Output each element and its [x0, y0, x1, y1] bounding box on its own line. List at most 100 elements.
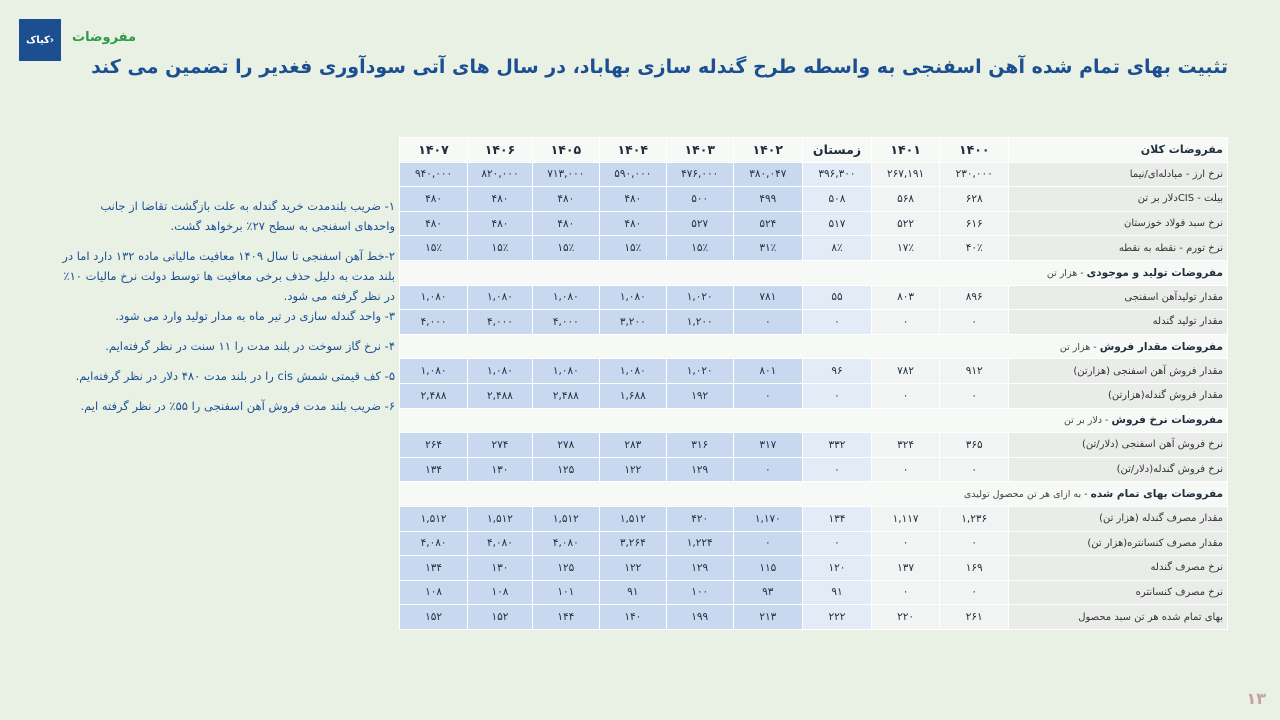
table-cell: ۱۶۹	[939, 555, 1010, 581]
table-cell: ۶۱۶	[939, 210, 1010, 237]
table-row: نرخ فروش گندله(دلار/تن) ۰ ۰ ۰ ۰ ۱۲۹ ۱۲۲ ۱۲۵ ۱۳۰ ۱…	[398, 456, 1228, 483]
table-cell: ۵۱۷	[801, 210, 873, 237]
table-cell: ۴,۰۰۰	[398, 309, 469, 335]
table-cell: ۳۱٪	[732, 235, 803, 261]
table-cell: ۵۲۷	[665, 210, 734, 237]
table-cell: ۱,۲۲۴	[665, 530, 734, 557]
page-title: تثبیت بهای تمام شده آهن اسفنجی به واسطه …	[91, 56, 1228, 78]
table-cell: ۱۵۲	[398, 604, 469, 630]
table-cell: ۵۰۰	[665, 186, 734, 212]
table-cell: ۴۸۰	[398, 210, 469, 237]
table-cell: ۱,۰۸۰	[398, 284, 469, 311]
table-cell: ۰	[801, 456, 873, 483]
section-title-cell: مفروضات بهای تمام شده - به ازای هر تن مح…	[399, 481, 1228, 507]
table-cell: ۴۸۰	[598, 210, 667, 237]
table-cell: ۳,۲۰۰	[598, 309, 667, 335]
table-cell: ۳۳۲	[801, 432, 873, 458]
col-header: ۱۴۰۲	[732, 137, 803, 163]
table-cell: ۲۶۱	[939, 604, 1010, 630]
table-cell: ۰	[939, 382, 1010, 409]
table-cell: ۱۲۲	[598, 456, 667, 483]
section-title-cell: مفروضات مقدار فروش - هزار تن	[399, 333, 1228, 360]
table-row: نرخ سبد فولاد خوزستان ۶۱۶ ۵۲۲ ۵۱۷ ۵۲۴ ۵۲۷ ۴۸۰ ۴…	[398, 210, 1228, 237]
table-cell: ۰	[801, 382, 873, 409]
table-cell: ۴۸۰	[531, 186, 600, 212]
section-label: مفروضات	[72, 30, 137, 45]
table-cell: ۱,۰۸۰	[598, 284, 667, 311]
table-cell: ۴,۰۸۰	[467, 530, 533, 557]
table-cell: ۰	[732, 382, 803, 409]
table-cell: ۲۲۰	[871, 604, 941, 630]
col-header: ۱۴۰۳	[665, 137, 734, 163]
table-cell: ۱۰۱	[531, 579, 600, 606]
table-cell: ۱۵٪	[467, 235, 533, 261]
table-cell: ۱۲۹	[665, 555, 734, 581]
table-cell: ۱۳۷	[871, 555, 941, 581]
table-cell: ۴,۰۰۰	[467, 309, 533, 335]
table-cell: ۴۸۰	[467, 210, 533, 237]
row-label: بیلت - CISدلار بر تن	[1008, 186, 1228, 212]
row-label: نرخ فروش آهن اسفنجی (دلار/تن)	[1008, 432, 1228, 458]
table-cell: ۴,۰۰۰	[531, 309, 600, 335]
table-cell: ۱,۲۰۰	[665, 309, 734, 335]
table-cell: ۰	[871, 579, 941, 606]
table-cell: ۰	[871, 309, 941, 335]
row-label: مقدار فروش آهن اسفنجی (هزارتن)	[1008, 358, 1228, 384]
note-5: ۵- کف قیمتی شمش cis را در بلند مدت ۴۸۰ د…	[75, 369, 395, 383]
table-corner-header: مفروضات کلان	[1008, 137, 1228, 163]
table-cell: ۸۹۶	[939, 284, 1010, 311]
table-cell: ۱۳۰	[467, 456, 533, 483]
table-cell: ۱,۰۲۰	[665, 358, 734, 384]
table-row: نرخ تورم - نقطه به نقطه ۴۰٪ ۱۷٪ ۸٪ ۳۱٪ ۱۵٪ ۱۵٪…	[398, 235, 1228, 261]
table-row: نرخ ارز - مبادله‌ای/نیما ۲۳۰,۰۰۰ ۲۶۷,۱۹۱ ۳۹…	[398, 161, 1228, 188]
table-row: مقدار فروش گندله(هزارتن) ۰ ۰ ۰ ۰ ۱۹۲ ۱,۶۸۸ ۲,۴۸…	[398, 382, 1228, 409]
section-subtitle: - هزار تن	[1059, 341, 1100, 353]
table-cell: ۱,۰۸۰	[531, 358, 600, 384]
table-cell: ۱۲۹	[665, 456, 734, 483]
table-cell: ۲۳۰,۰۰۰	[939, 161, 1010, 188]
table-cell: ۲,۴۸۸	[398, 382, 469, 409]
col-header: ۱۴۰۴	[598, 137, 667, 163]
table-cell: ۲۶۴	[398, 432, 469, 458]
table-cell: ۳۱۷	[732, 432, 803, 458]
note-3: ۳- واحد گندله سازی در تیر ماه به مدار تو…	[115, 309, 395, 323]
table-row: بیلت - CISدلار بر تن ۶۲۸ ۵۶۸ ۵۰۸ ۴۹۹ ۵۰۰ ۴۸۰ ۴۸…	[398, 186, 1228, 212]
table-cell: ۹۴۰,۰۰۰	[398, 161, 469, 188]
table-cell: ۱۰۸	[467, 579, 533, 606]
col-header: ۱۴۰۷	[398, 137, 469, 163]
table-cell: ۵۶۸	[871, 186, 941, 212]
table-cell: ۴۰٪	[939, 235, 1010, 261]
table-cell: ۱۵٪	[398, 235, 469, 261]
table-cell: ۱۲۵	[531, 456, 600, 483]
table-cell: ۱۹۹	[665, 604, 734, 630]
table-cell: ۵۹۰,۰۰۰	[598, 161, 667, 188]
table-cell: ۴۷۶,۰۰۰	[665, 161, 734, 188]
table-cell: ۲۲۲	[801, 604, 873, 630]
table-cell: ۰	[939, 579, 1010, 606]
section-header-row: مفروضات بهای تمام شده - به ازای هر تن مح…	[399, 481, 1228, 507]
table-cell: ۳۸۰,۰۴۷	[732, 161, 803, 188]
table-row: مقدار مصرف گندله (هزار تن) ۱,۲۳۶ ۱,۱۱۷ ۱۳۴ ۱…	[398, 505, 1228, 532]
table-cell: ۹۱	[598, 579, 667, 606]
section-header-row: مفروضات تولید و موجودی - هزار تن	[399, 259, 1228, 286]
table-row: بهای تمام شده هر تن سبد محصول ۲۶۱ ۲۲۰ ۲۲۲ ۲۱…	[398, 604, 1228, 630]
table-cell: ۰	[939, 456, 1010, 483]
table-cell: ۲۶۷,۱۹۱	[871, 161, 941, 188]
row-label: بهای تمام شده هر تن سبد محصول	[1008, 604, 1228, 630]
table-cell: ۹۱۲	[939, 358, 1010, 384]
table-cell: ۱۲۲	[598, 555, 667, 581]
table-cell: ۱,۵۱۲	[531, 505, 600, 532]
table-cell: ۷۱۳,۰۰۰	[531, 161, 600, 188]
table-cell: ۲۱۳	[732, 604, 803, 630]
section-title: مفروضات مقدار فروش	[1099, 340, 1223, 353]
table-cell: ۴,۰۸۰	[531, 530, 600, 557]
table-cell: ۳,۲۶۴	[598, 530, 667, 557]
table-cell: ۰	[732, 309, 803, 335]
table-cell: ۱۲۵	[531, 555, 600, 581]
note-1: ۱- ضریب بلندمدت خرید گندله به علت بازگشت…	[100, 199, 395, 233]
table-cell: ۰	[871, 456, 941, 483]
table-cell: ۰	[939, 530, 1010, 557]
table-cell: ۲۸۳	[598, 432, 667, 458]
row-label: مقدار مصرف کنسانتره(هزار تن)	[1008, 530, 1228, 557]
row-label: مقدار مصرف گندله (هزار تن)	[1008, 505, 1228, 532]
